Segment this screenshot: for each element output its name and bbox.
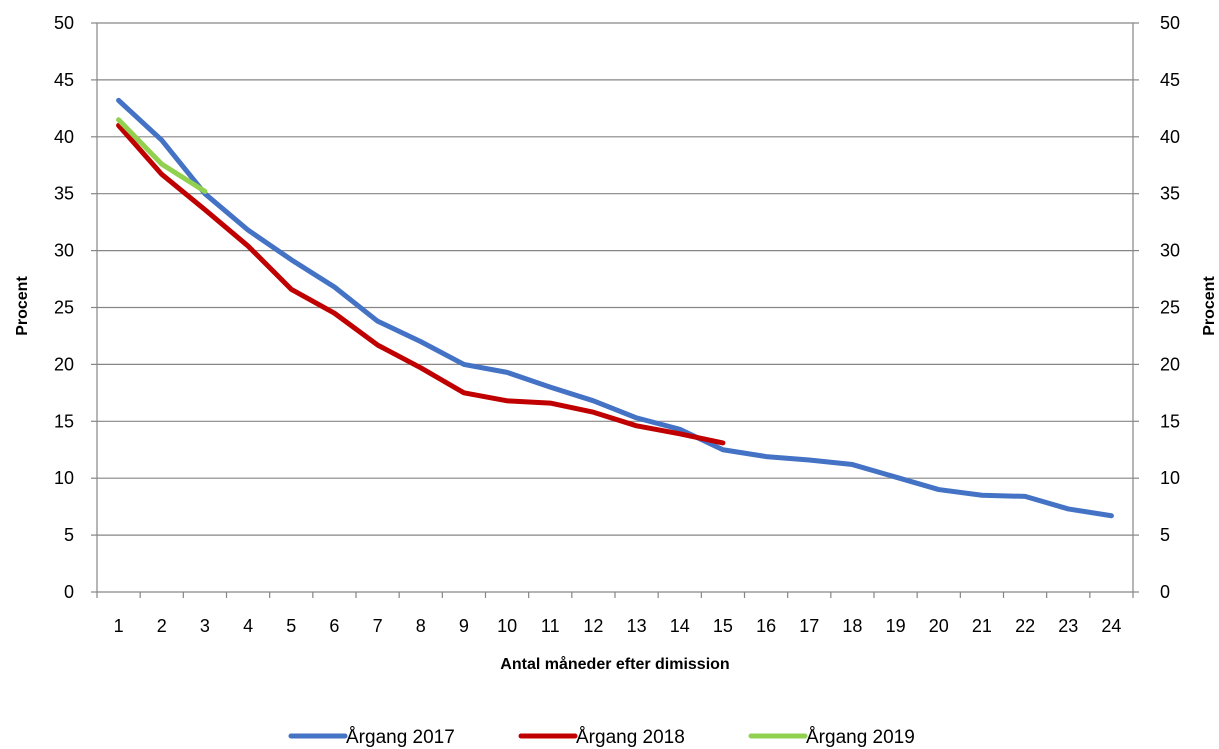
- y-axis-right-title: Procent: [1201, 276, 1218, 336]
- x-tick-label: 8: [416, 616, 426, 636]
- x-tick-label: 14: [670, 616, 690, 636]
- y-right-tick-label: 30: [1160, 241, 1180, 261]
- x-tick-label: 23: [1058, 616, 1078, 636]
- y-left-tick-label: 15: [54, 411, 74, 431]
- x-tick-label: 12: [583, 616, 603, 636]
- y-axis-left-tick-labels: 0 5 10 15 20 25 30 35 40 45 50: [54, 13, 74, 602]
- y-right-tick-label: 20: [1160, 354, 1180, 374]
- y-right-tick-label: 45: [1160, 70, 1180, 90]
- x-tick-label: 6: [329, 616, 339, 636]
- x-tick-label: 9: [459, 616, 469, 636]
- y-right-tick-label: 35: [1160, 184, 1180, 204]
- x-axis-tick-labels: 1 2 3 4 5 6 7 8 9 10 11 12 13 14 15 16 17 18 19 20 21 22 23 24: [114, 616, 1122, 636]
- legend-label-2: Årgang 2018: [576, 727, 685, 748]
- y-right-tick-label: 40: [1160, 127, 1180, 147]
- x-tick-label: 24: [1101, 616, 1121, 636]
- y-left-tick-label: 45: [54, 70, 74, 90]
- series-line-3: [116, 117, 208, 194]
- y-right-tick-label: 5: [1160, 525, 1170, 545]
- x-tick-label: 22: [1015, 616, 1035, 636]
- y-left-tick-label: 10: [54, 468, 74, 488]
- y-axis-left-title: Procent: [14, 276, 31, 336]
- x-tick-label: 1: [114, 616, 124, 636]
- series-line-1: [116, 97, 1114, 519]
- x-tick-label: 20: [929, 616, 949, 636]
- legend-label-1: Årgang 2017: [346, 727, 455, 748]
- legend-label-3: Årgang 2019: [806, 727, 915, 748]
- legend: Årgang 2017 Årgang 2018 Årgang 2019: [288, 727, 915, 748]
- y-left-tick-label: 40: [54, 127, 74, 147]
- y-left-tick-label: 0: [64, 582, 74, 602]
- y-right-tick-label: 25: [1160, 298, 1180, 318]
- x-tick-label: 2: [157, 616, 167, 636]
- gridlines: [97, 22, 1133, 536]
- y-right-tick-label: 10: [1160, 468, 1180, 488]
- x-tick-label: 13: [627, 616, 647, 636]
- x-tick-label: 16: [756, 616, 776, 636]
- x-tick-label: 5: [286, 616, 296, 636]
- x-tick-label: 3: [200, 616, 210, 636]
- y-right-tick-label: 50: [1160, 13, 1180, 33]
- x-tick-label: 10: [497, 616, 517, 636]
- x-tick-label: 15: [713, 616, 733, 636]
- x-tick-label: 7: [373, 616, 383, 636]
- y-left-tick-label: 25: [54, 298, 74, 318]
- series-line-2: [116, 122, 726, 446]
- y-left-tick-label: 30: [54, 241, 74, 261]
- x-tick-label: 21: [972, 616, 992, 636]
- x-tick-label: 11: [541, 616, 560, 636]
- y-left-tick-label: 35: [54, 184, 74, 204]
- y-axis-right-tick-labels: 0 5 10 15 20 25 30 35 40 45 50: [1160, 13, 1180, 602]
- series-lines: [116, 97, 1114, 519]
- axes: [91, 22, 1139, 598]
- y-right-tick-label: 0: [1160, 582, 1170, 602]
- y-right-tick-label: 15: [1160, 411, 1180, 431]
- y-left-tick-label: 5: [64, 525, 74, 545]
- y-left-tick-label: 50: [54, 13, 74, 33]
- y-left-tick-label: 20: [54, 354, 74, 374]
- x-axis-title: Antal måneder efter dimission: [500, 655, 729, 673]
- x-tick-label: 4: [243, 616, 253, 636]
- x-tick-label: 19: [886, 616, 906, 636]
- x-tick-label: 17: [799, 616, 819, 636]
- x-tick-label: 18: [842, 616, 862, 636]
